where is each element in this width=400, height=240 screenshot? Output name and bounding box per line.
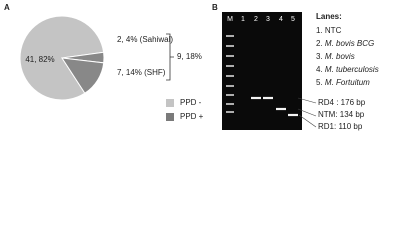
ladder — [226, 35, 234, 113]
lane-label: 2 — [254, 16, 258, 23]
legend-swatch — [166, 113, 174, 121]
legend-label: PPD + — [180, 112, 204, 121]
lane-entry: 1. NTC — [316, 26, 342, 35]
lane-label: M — [227, 16, 233, 23]
value-label: 2, 4% (Sahiwal) — [117, 35, 173, 44]
band-label: NTM: 134 bp — [318, 110, 365, 119]
lane-entry: 2. M. bovis BCG — [316, 39, 374, 48]
group-bracket — [166, 33, 174, 81]
lanes-title: Lanes: — [316, 12, 342, 21]
lane-entry: 5. M. Fortuitum — [316, 78, 370, 87]
lane-number: 2. — [316, 39, 323, 48]
lane-number: 4. — [316, 65, 323, 74]
lane-name: NTC — [325, 26, 342, 35]
lane-label: 5 — [291, 16, 295, 23]
band-label: RD1: 110 bp — [318, 122, 363, 131]
lane-name: M. bovis BCG — [325, 39, 374, 48]
value-label: 41, 82% — [25, 55, 54, 64]
lane-name: M. Fortuitum — [325, 78, 370, 87]
panel-label: B — [212, 3, 218, 12]
lane-label: 3 — [266, 16, 270, 23]
lane-number: 1. — [316, 26, 323, 35]
lane-number: 5. — [316, 78, 323, 87]
lane-label: 4 — [279, 16, 283, 23]
pie-slice — [61, 57, 105, 94]
band-pointers — [297, 97, 317, 128]
legend-swatch — [166, 99, 174, 107]
lane-entry: 4. M. tuberculosis — [316, 65, 379, 74]
band-label: RD4 : 176 bp — [318, 98, 366, 107]
lane-name: M. bovis — [325, 52, 355, 61]
bands — [251, 96, 298, 117]
group-label: 9, 18% — [177, 52, 202, 61]
gel-image — [222, 12, 302, 130]
lane-entry: 3. M. bovis — [316, 52, 355, 61]
lane-label: 1 — [241, 16, 245, 23]
value-label: 7, 14% (SHF) — [117, 68, 166, 77]
panel-label: A — [4, 3, 10, 12]
legend-label: PPD - — [180, 98, 202, 107]
lane-number: 3. — [316, 52, 323, 61]
figure: A B 41, 82% 2, 4% (Sahiwal) 7, 14% (SHF) 9,… — [4, 3, 379, 131]
lane-name: M. tuberculosis — [325, 65, 379, 74]
